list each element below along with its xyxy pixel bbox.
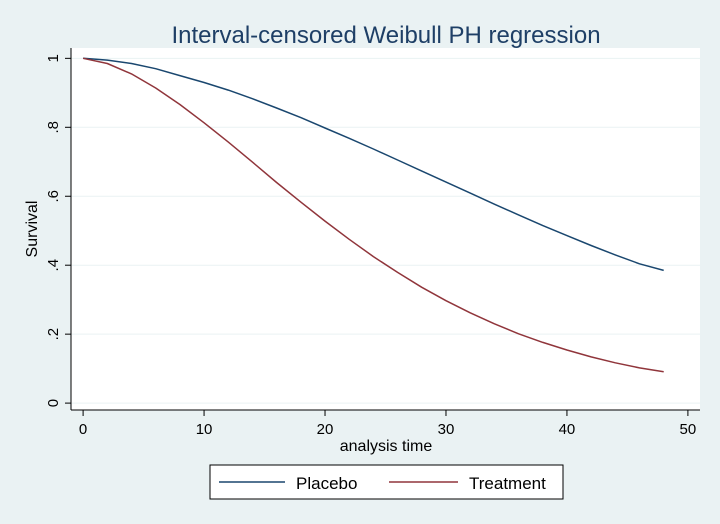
x-tick-label: 20 (317, 421, 334, 438)
x-axis-ticks: 0 10 20 30 40 50 (79, 410, 696, 438)
series-line-placebo (83, 57, 664, 272)
y-axis-ticks: 0 .2 .4 .6 .8 1 (45, 54, 71, 407)
y-tick-label: .8 (45, 121, 62, 134)
x-tick-label: 40 (559, 421, 576, 438)
series-lines (82, 57, 664, 373)
y-axis-title: Survival (24, 201, 41, 258)
legend-label-placebo: Placebo (296, 474, 357, 493)
chart-title: Interval-censored Weibull PH regression (171, 22, 600, 49)
legend-label-treatment: Treatment (469, 474, 546, 493)
series-line-treatment (82, 57, 664, 373)
plot-region (71, 48, 700, 410)
x-tick-label: 0 (79, 421, 87, 438)
x-tick-label: 30 (438, 421, 455, 438)
y-tick-label: .6 (45, 190, 62, 203)
x-axis-title: analysis time (340, 438, 433, 455)
x-tick-label: 50 (680, 421, 697, 438)
y-tick-label: .4 (45, 259, 62, 272)
y-tick-label: 1 (45, 54, 62, 62)
y-tick-label: .2 (45, 328, 62, 341)
x-tick-label: 10 (196, 421, 213, 438)
legend: Placebo Treatment (209, 464, 564, 500)
y-tick-label: 0 (45, 399, 62, 407)
